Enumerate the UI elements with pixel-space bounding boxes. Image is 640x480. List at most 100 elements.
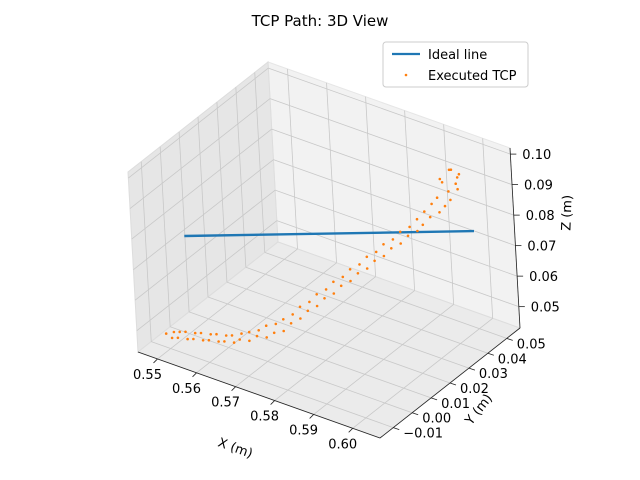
executed-tcp-point — [223, 340, 226, 343]
legend: Ideal line Executed TCP — [382, 41, 529, 88]
executed-tcp-point — [382, 243, 385, 246]
grid-y-side-2 — [178, 131, 190, 312]
executed-tcp-point — [299, 317, 302, 320]
grid-x-back-5 — [482, 138, 494, 319]
executed-tcp-point — [456, 187, 459, 191]
x-tick-2 — [231, 386, 236, 391]
executed-tcp-point — [374, 250, 378, 254]
y-tick-label-3: 0.02 — [460, 382, 489, 397]
grid-z-back-4 — [269, 98, 513, 185]
series-layer — [164, 168, 475, 344]
executed-tcp-point — [315, 293, 319, 296]
grid-z-side-1 — [134, 189, 276, 301]
chart-title: TCP Path: 3D View — [251, 12, 389, 30]
executed-tcp-point — [421, 223, 425, 227]
x-tick-label-0: 0.55 — [133, 368, 162, 383]
z-tick-label-1: 0.06 — [529, 270, 558, 285]
executed-tcp-point — [430, 202, 433, 206]
executed-tcp-point — [192, 337, 195, 341]
y-tick-label-6: 0.05 — [517, 337, 546, 352]
grid-y-side-0 — [140, 161, 152, 342]
grid-y-side-5 — [235, 87, 247, 268]
executed-tcp-point — [186, 337, 189, 341]
executed-tcp-point — [339, 284, 343, 288]
executed-tcp-point — [248, 339, 251, 343]
executed-tcp-point — [193, 331, 197, 335]
grid-y-side-6 — [254, 72, 266, 253]
executed-tcp-point — [332, 280, 335, 284]
z-tick-label-0: 0.05 — [531, 301, 560, 316]
grid-y-side-4 — [216, 102, 228, 283]
executed-tcp-point — [349, 279, 352, 283]
grid-y-floor-5 — [245, 266, 488, 354]
executed-tcp-point — [315, 304, 319, 308]
executed-tcp-point — [348, 268, 352, 271]
executed-tcp-point — [356, 272, 360, 275]
executed-tcp-point — [398, 230, 402, 234]
grid-lines — [128, 67, 519, 429]
executed-tcp-point — [178, 330, 181, 334]
y-tick-3 — [449, 382, 457, 386]
grid-y-floor-4 — [226, 281, 470, 369]
grid-x-back-0 — [287, 68, 298, 249]
executed-tcp-point — [274, 322, 278, 326]
executed-tcp-point — [454, 182, 458, 185]
tick-marks — [153, 153, 525, 433]
y-tick-1 — [412, 412, 419, 416]
executed-tcp-point — [232, 341, 236, 344]
y-tick-2 — [430, 397, 438, 401]
grid-z-side-2 — [133, 159, 274, 270]
grid-x-back-3 — [404, 110, 416, 291]
y-tick-label-2: 0.01 — [441, 397, 470, 412]
executed-tcp-point — [170, 336, 174, 340]
grid-z-side-0 — [136, 220, 278, 331]
executed-tcp-point — [438, 211, 441, 214]
grid-z-back-3 — [271, 128, 514, 216]
grid-y-floor-2 — [188, 311, 432, 399]
grid-z-side-3 — [131, 128, 272, 240]
grid-y-floor-3 — [207, 296, 451, 384]
executed-tcp-point — [449, 168, 453, 171]
x-tick-label-2: 0.57 — [211, 396, 240, 411]
executed-tcp-point — [435, 196, 439, 199]
x-tick-label-5: 0.60 — [328, 437, 357, 452]
executed-tcp-point — [308, 300, 311, 304]
z-axis-label: Z (m) — [559, 195, 575, 231]
executed-tcp-point — [390, 247, 393, 250]
x-tick-label-1: 0.56 — [172, 382, 201, 397]
executed-tcp-point — [209, 333, 212, 336]
executed-tcp-point — [447, 190, 450, 193]
grid-z-back-5 — [268, 67, 511, 155]
series-ideal-line — [184, 229, 475, 238]
x-tick-label-3: 0.58 — [250, 410, 279, 425]
x-tick-5 — [348, 428, 353, 433]
grid-y-floor-1 — [170, 326, 413, 414]
x-tick-0 — [153, 358, 158, 364]
executed-tcp-point — [264, 324, 268, 328]
executed-tcp-point — [391, 238, 395, 241]
y-tick-5 — [487, 352, 494, 356]
executed-tcp-point — [257, 329, 261, 332]
executed-tcp-point — [455, 176, 459, 179]
executed-tcp-point — [324, 288, 328, 291]
grid-z-side-4 — [129, 98, 271, 209]
executed-tcp-point — [365, 267, 369, 270]
executed-tcp-point — [298, 305, 302, 309]
y-tick-label-0: −0.01 — [403, 427, 443, 442]
executed-tcp-point — [224, 334, 228, 337]
x-tick-3 — [270, 400, 275, 405]
tick-labels: 0.550.560.570.580.590.60−0.010.000.010.0… — [133, 148, 560, 452]
executed-tcp-point — [265, 336, 269, 339]
executed-tcp-point — [358, 263, 361, 266]
z-axis-line — [509, 147, 521, 329]
executed-tcp-point — [408, 225, 411, 229]
x-axis-line — [137, 351, 381, 439]
z-tick-label-5: 0.10 — [522, 148, 551, 163]
executed-tcp-point — [230, 334, 234, 337]
z-tick-label-2: 0.07 — [527, 240, 556, 255]
y-tick-4 — [468, 367, 476, 371]
executed-tcp-point — [291, 313, 295, 316]
executed-tcp-point — [255, 334, 259, 338]
executed-tcp-point — [164, 332, 168, 335]
